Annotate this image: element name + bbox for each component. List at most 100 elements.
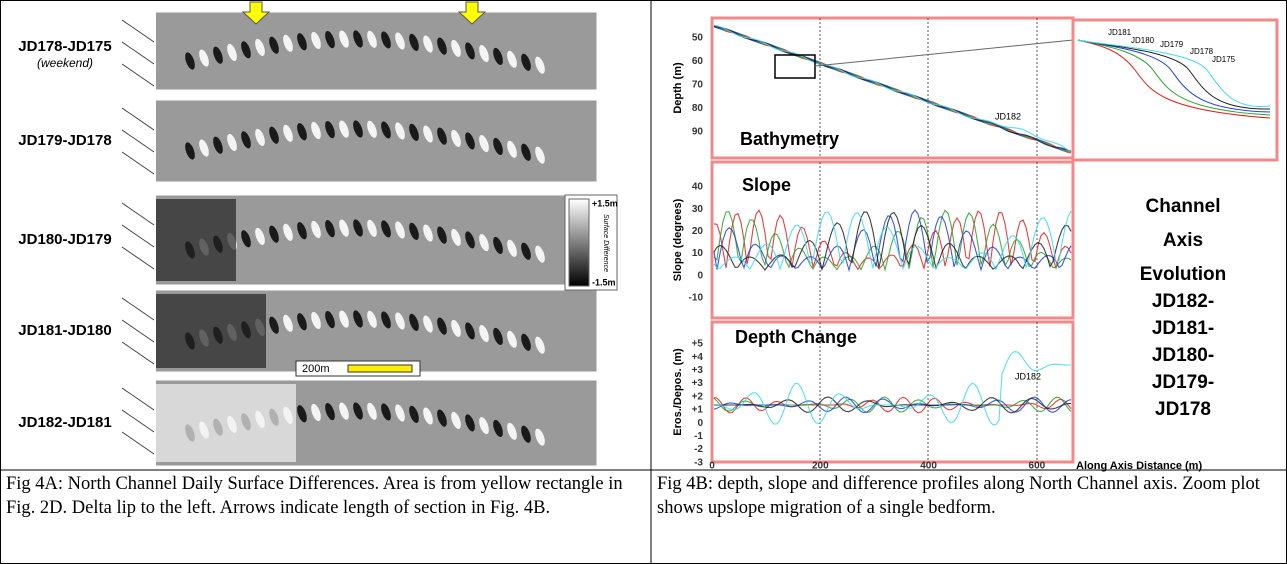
- row-label: JD178-JD175: [18, 38, 111, 55]
- bedform: [479, 45, 489, 63]
- plot-title: Bathymetry: [740, 129, 839, 149]
- lip-line: [121, 387, 155, 411]
- lip-line: [121, 19, 155, 43]
- bedform: [185, 142, 195, 160]
- y-axis-label: Depth (m): [672, 62, 684, 114]
- profile-line: [713, 24, 1072, 153]
- bedform: [535, 428, 545, 446]
- bedform: [409, 313, 419, 331]
- inset-frame: [1071, 18, 1279, 162]
- bedform: [381, 31, 391, 49]
- bedform: [451, 411, 461, 429]
- y-tick-label: -10: [689, 293, 704, 304]
- bedform: [535, 56, 545, 74]
- lip-line: [121, 63, 155, 87]
- bedform: [297, 33, 307, 51]
- bedform: [227, 43, 237, 62]
- lip-line: [121, 246, 155, 270]
- bedform: [255, 227, 265, 245]
- inset-line: [1077, 39, 1271, 119]
- bedform: [325, 121, 335, 139]
- bedform: [297, 313, 307, 331]
- bedform: [423, 35, 433, 53]
- bedform: [535, 146, 545, 164]
- bedform: [297, 222, 307, 240]
- side-list-item: JD182-: [1152, 291, 1214, 312]
- x-tick-label: 0: [709, 461, 715, 472]
- bedform: [409, 33, 419, 51]
- bedform: [213, 136, 223, 154]
- plot-title: Slope: [742, 175, 791, 195]
- scour: [156, 199, 236, 281]
- inset-label: JD175: [1212, 55, 1236, 64]
- bedform: [199, 49, 209, 67]
- caption-right: Fig 4B: depth, slope and difference prof…: [657, 474, 1260, 518]
- profile-line: [713, 351, 1071, 426]
- bedform: [339, 219, 349, 237]
- bedform: [437, 409, 447, 427]
- profile-line: [713, 209, 1072, 273]
- y-tick-label: +1: [692, 405, 704, 416]
- bedform: [367, 219, 377, 237]
- bedform: [451, 129, 461, 147]
- bedform: [493, 327, 503, 345]
- bedform: [507, 330, 517, 348]
- profile-line: [713, 396, 1072, 414]
- y-tick-label: -3: [694, 457, 703, 468]
- bedform: [437, 37, 447, 55]
- bedform: [507, 140, 517, 158]
- yellow-arrows: [241, 1, 487, 25]
- lip-line: [121, 431, 155, 455]
- map-strip: [121, 11, 598, 91]
- side-list-item: JD179-: [1152, 372, 1214, 393]
- x-tick-label: 400: [920, 461, 937, 472]
- bedform: [353, 120, 363, 138]
- bedform: [437, 226, 447, 244]
- bedform: [213, 46, 223, 64]
- inset-label: JD178: [1190, 47, 1214, 56]
- profile-line: [713, 210, 1072, 271]
- y-tick-label: 80: [692, 103, 704, 114]
- y-axis-label: Eros./Depos. (m): [672, 348, 684, 436]
- scale-bar: 200m: [295, 360, 421, 377]
- bedform: [409, 405, 419, 423]
- bedform: [507, 239, 517, 257]
- bedform: [339, 30, 349, 48]
- bedform: [437, 317, 447, 335]
- bedform: [493, 236, 503, 254]
- side-title: Axis: [1163, 230, 1203, 251]
- bedform: [451, 319, 461, 337]
- row-note: (weekend): [37, 56, 93, 70]
- colorbar: +1.5m -1.5m Surface Difference: [564, 194, 618, 291]
- bedform: [367, 402, 377, 420]
- lip-line: [121, 151, 155, 175]
- bedform: [297, 405, 307, 423]
- y-tick-label: 30: [692, 204, 704, 215]
- row-label: JD179-JD178: [18, 132, 111, 149]
- bedform: [283, 34, 293, 52]
- bedform: [241, 230, 251, 248]
- delta-lip: [122, 380, 156, 466]
- bedforms: [185, 30, 545, 74]
- scale-bar-label: 200m: [302, 363, 330, 375]
- inset-line: [1077, 39, 1271, 116]
- y-tick-label: 10: [692, 248, 704, 259]
- lip-line: [121, 202, 155, 226]
- bedform: [255, 38, 265, 56]
- inset-line: [1077, 39, 1271, 108]
- y-tick-label: +4: [692, 352, 704, 363]
- side-title: Evolution: [1140, 264, 1227, 285]
- colorbar-title: Surface Difference: [602, 214, 609, 272]
- y-tick-label: 40: [692, 182, 704, 193]
- inset-label: JD179: [1160, 40, 1184, 49]
- bedform: [465, 322, 475, 340]
- side-list-item: JD180-: [1152, 345, 1214, 366]
- bedform: [269, 316, 279, 334]
- lip-line: [121, 107, 155, 131]
- bedform: [353, 219, 363, 237]
- bedforms: [185, 120, 545, 164]
- bedform: [241, 41, 251, 59]
- bedform: [255, 128, 265, 146]
